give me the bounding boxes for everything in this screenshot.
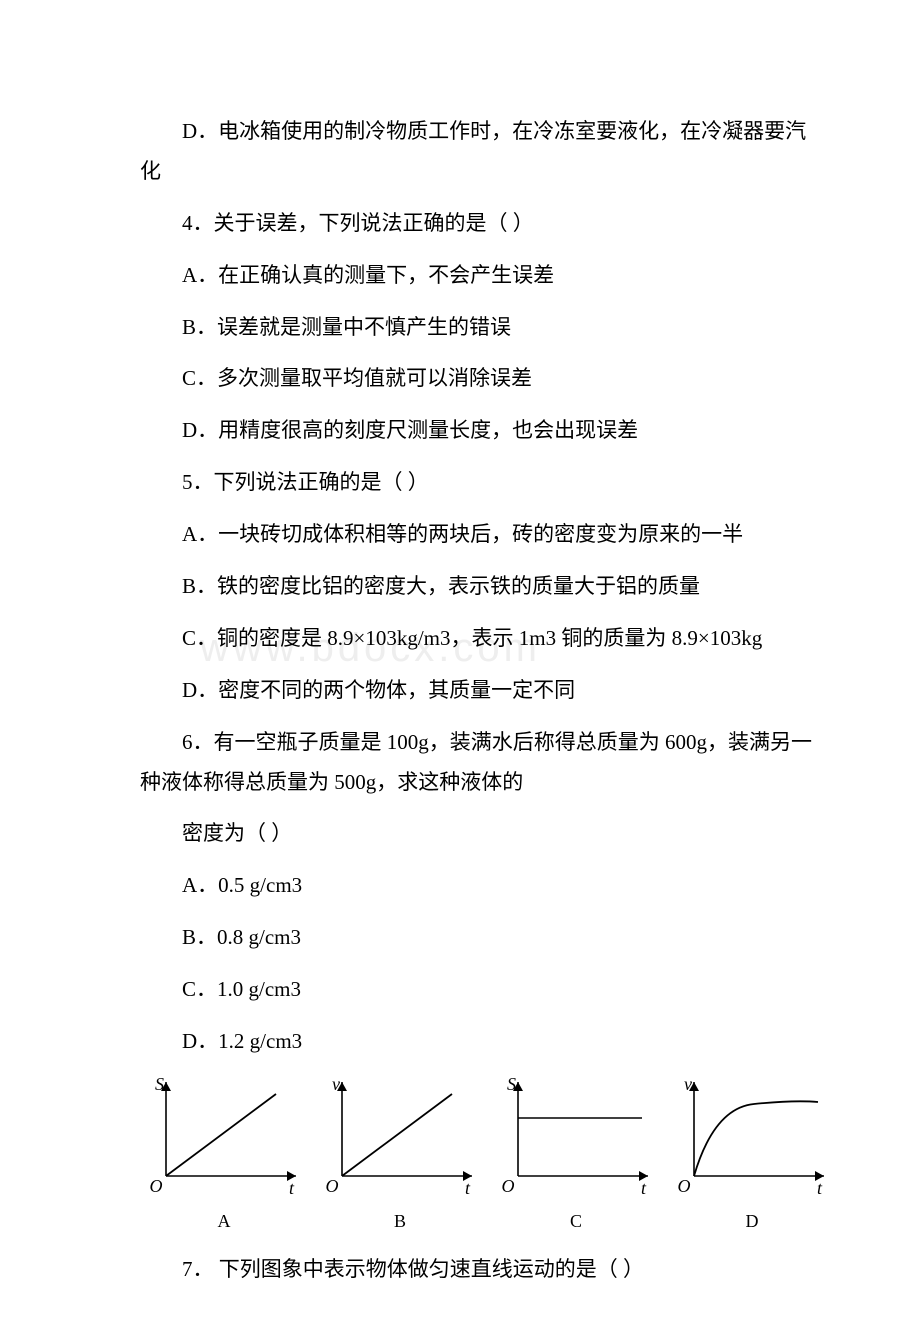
q4-option-d: D．用精度很高的刻度尺测量长度，也会出现误差 bbox=[140, 411, 820, 451]
q7-stem: 7． 下列图象中表示物体做匀速直线运动的是（ ） bbox=[140, 1250, 820, 1290]
svg-text:t: t bbox=[465, 1178, 471, 1198]
svg-text:S: S bbox=[155, 1074, 164, 1094]
chart-c: S O t C bbox=[492, 1074, 660, 1238]
svg-text:O: O bbox=[502, 1176, 515, 1196]
q6-option-d: D．1.2 g/cm3 bbox=[140, 1022, 820, 1062]
svg-text:S: S bbox=[507, 1074, 516, 1094]
svg-text:t: t bbox=[641, 1178, 647, 1198]
q4-stem: 4．关于误差，下列说法正确的是（ ） bbox=[140, 204, 820, 244]
q6-stem-line2: 密度为（ ） bbox=[140, 814, 820, 854]
charts-row: S O t A v O t B S O t C bbox=[140, 1074, 820, 1238]
q5-option-b: B．铁的密度比铝的密度大，表示铁的质量大于铝的质量 bbox=[140, 567, 820, 607]
chart-caption: B bbox=[394, 1204, 406, 1238]
svg-text:v: v bbox=[332, 1074, 340, 1094]
q6-stem-line1: 6．有一空瓶子质量是 100g，装满水后称得总质量为 600g，装满另一种液体称… bbox=[140, 723, 820, 803]
q6-option-a: A．0.5 g/cm3 bbox=[140, 866, 820, 906]
q5-option-d: D．密度不同的两个物体，其质量一定不同 bbox=[140, 671, 820, 711]
chart-caption: D bbox=[746, 1204, 759, 1238]
chart-d: v O t D bbox=[668, 1074, 836, 1238]
svg-text:v: v bbox=[684, 1074, 692, 1094]
svg-text:O: O bbox=[150, 1176, 163, 1196]
q5-stem: 5．下列说法正确的是（ ） bbox=[140, 463, 820, 503]
q6-option-c: C．1.0 g/cm3 bbox=[140, 970, 820, 1010]
svg-text:O: O bbox=[678, 1176, 691, 1196]
q6-option-b: B．0.8 g/cm3 bbox=[140, 918, 820, 958]
q3-option-d: D．电冰箱使用的制冷物质工作时，在冷冻室要液化，在冷凝器要汽化 bbox=[140, 112, 820, 192]
chart-b: v O t B bbox=[316, 1074, 484, 1238]
q5-option-c: C．铜的密度是 8.9×103kg/m3，表示 1m3 铜的质量为 8.9×10… bbox=[140, 619, 820, 659]
svg-text:t: t bbox=[289, 1178, 295, 1198]
q5-option-a: A．一块砖切成体积相等的两块后，砖的密度变为原来的一半 bbox=[140, 515, 820, 555]
chart-caption: A bbox=[218, 1204, 231, 1238]
svg-text:O: O bbox=[326, 1176, 339, 1196]
chart-caption: C bbox=[570, 1204, 582, 1238]
q4-option-c: C．多次测量取平均值就可以消除误差 bbox=[140, 359, 820, 399]
q4-option-a: A．在正确认真的测量下，不会产生误差 bbox=[140, 256, 820, 296]
q4-option-b: B．误差就是测量中不慎产生的错误 bbox=[140, 308, 820, 348]
document-body: D．电冰箱使用的制冷物质工作时，在冷冻室要液化，在冷凝器要汽化 4．关于误差，下… bbox=[140, 112, 820, 1290]
chart-a: S O t A bbox=[140, 1074, 308, 1238]
svg-text:t: t bbox=[817, 1178, 823, 1198]
